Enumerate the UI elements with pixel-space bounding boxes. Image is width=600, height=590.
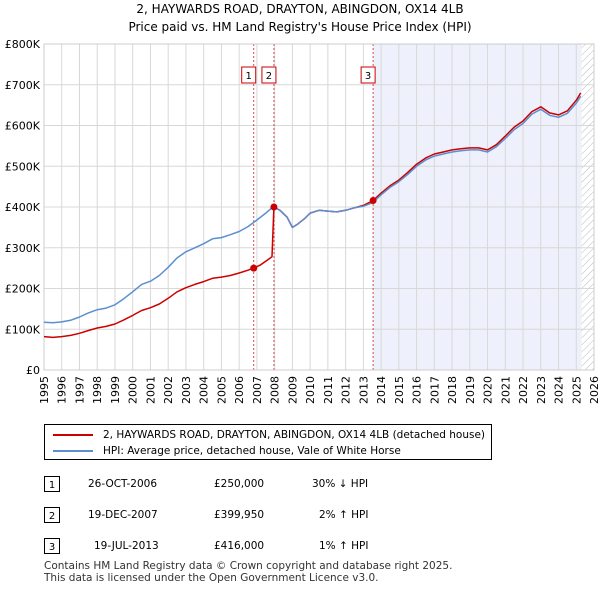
sale-badge: 1: [44, 476, 60, 492]
y-tick-label: £400K: [5, 201, 41, 214]
price-chart: 2, HAYWARDS ROAD, DRAYTON, ABINGDON, OX1…: [5, 2, 600, 404]
x-tick-label: 2009: [286, 376, 299, 404]
footer-line-2: This data is licensed under the Open Gov…: [44, 572, 379, 584]
y-tick-label: £100K: [5, 323, 41, 336]
x-tick-label: 2008: [269, 376, 282, 404]
x-tick-label: 2001: [144, 376, 157, 404]
footer-attribution: Contains HM Land Registry data © Crown c…: [44, 560, 452, 584]
sale-date: 26-OCT-2006: [88, 478, 157, 490]
sale-label-box: [360, 66, 376, 84]
x-tick-label: 2014: [375, 376, 388, 404]
sale-hpi: 30% ↓ HPI: [312, 478, 369, 490]
sale-hpi: 2% ↑ HPI: [319, 509, 369, 521]
chart-subtitle: Price paid vs. HM Land Registry's House …: [128, 20, 471, 34]
sale-point: [270, 203, 278, 211]
x-tick-label: 2018: [446, 376, 459, 404]
x-tick-label: 2006: [233, 376, 246, 404]
x-tick-label: 2012: [340, 376, 353, 404]
x-tick-label: 2005: [215, 376, 228, 404]
sale-badge: 3: [44, 538, 60, 554]
sale-price: £416,000: [214, 540, 265, 552]
sale-badge: 2: [44, 507, 60, 523]
y-tick-label: £200K: [5, 283, 41, 296]
x-tick-label: 2004: [198, 376, 211, 404]
sale-label-box: [241, 66, 257, 84]
y-tick-label: £700K: [5, 79, 41, 92]
sale-label-number: 1: [246, 71, 252, 82]
x-tick-label: 2025: [570, 376, 583, 404]
sale-price: £399,950: [214, 509, 265, 521]
x-tick-label: 1996: [56, 376, 69, 404]
y-tick-label: £300K: [5, 242, 41, 255]
sale-price: £250,000: [214, 478, 265, 490]
sale-point: [369, 196, 377, 204]
x-tick-label: 2017: [428, 376, 441, 404]
x-tick-label: 2003: [180, 376, 193, 404]
legend-label-hpi: HPI: Average price, detached house, Vale…: [103, 445, 401, 457]
x-tick-label: 2022: [517, 376, 530, 404]
x-tick-label: 2021: [499, 376, 512, 404]
x-tick-label: 2015: [393, 376, 406, 404]
sale-label-number: 3: [365, 71, 371, 82]
chart-plot-area: £0 £100K £200K £300K £400K £500K £600K £700K £80…: [5, 38, 600, 404]
footer-line-1: Contains HM Land Registry data © Crown c…: [44, 560, 453, 572]
x-tick-label: 1997: [73, 376, 86, 404]
x-tick-label: 2019: [464, 376, 477, 404]
chart-title: 2, HAYWARDS ROAD, DRAYTON, ABINGDON, OX1…: [136, 2, 463, 16]
y-tick-label: £600K: [5, 120, 41, 133]
x-tick-label: 2010: [304, 376, 317, 404]
x-tick-label: 1999: [109, 376, 122, 404]
x-tick-label: 1995: [38, 376, 51, 404]
legend-swatch-red: [53, 434, 93, 436]
sale-label-number: 2: [266, 71, 272, 82]
sale-label-box: [261, 66, 277, 84]
x-tick-label: 2024: [553, 376, 566, 404]
x-tick-label: 2007: [251, 376, 264, 404]
y-tick-label: £800K: [5, 38, 41, 51]
x-tick-label: 2016: [411, 376, 424, 404]
series-line: [43, 95, 582, 324]
sale-date: 19-DEC-2007: [88, 509, 158, 521]
x-tick-label: 2020: [482, 376, 495, 404]
x-tick-label: 2000: [127, 376, 140, 404]
x-tick-label: 2011: [322, 376, 335, 404]
legend-item-hpi: HPI: Average price, detached house, Vale…: [53, 443, 401, 459]
x-tick-label: 2002: [162, 376, 175, 404]
sale-point: [250, 264, 258, 272]
legend-swatch-blue: [53, 450, 93, 452]
sale-date: 19-JUL-2013: [94, 540, 159, 552]
plot-frame: [43, 43, 595, 371]
x-tick-label: 1998: [91, 376, 104, 404]
y-tick-label: £500K: [5, 160, 41, 173]
legend-item-property: 2, HAYWARDS ROAD, DRAYTON, ABINGDON, OX1…: [53, 427, 485, 443]
x-tick-label: 2026: [588, 376, 600, 404]
y-tick-label: £0: [26, 364, 40, 377]
chart-legend: 2, HAYWARDS ROAD, DRAYTON, ABINGDON, OX1…: [44, 424, 492, 460]
legend-label-property: 2, HAYWARDS ROAD, DRAYTON, ABINGDON, OX1…: [103, 429, 486, 441]
x-tick-label: 2013: [357, 376, 370, 404]
x-tick-label: 2023: [535, 376, 548, 404]
sale-hpi: 1% ↑ HPI: [319, 540, 369, 552]
